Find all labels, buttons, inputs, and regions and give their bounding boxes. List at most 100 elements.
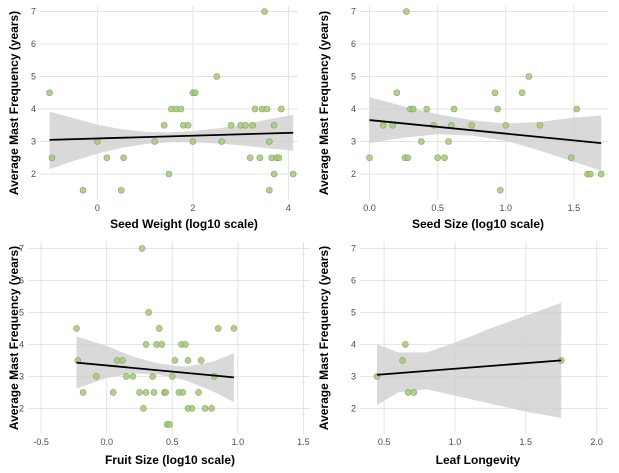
data-point (145, 309, 152, 316)
data-point (160, 121, 168, 129)
data-point (379, 121, 387, 129)
data-point (117, 186, 125, 194)
trend-line (76, 361, 235, 379)
data-point (213, 73, 221, 80)
data-point (289, 170, 297, 178)
data-point (277, 105, 285, 113)
panel-seed-size: 2 3 4 5 6 7 0.0 0.5 1.0 1.5 Seed Size (log10 scal… (317, 5, 608, 231)
data-point (270, 170, 278, 178)
data-point (266, 186, 273, 194)
y-tick-label: 5 (31, 72, 36, 82)
data-point (138, 245, 146, 252)
plot-area: 2 3 4 5 6 7 0.0 0.5 1.0 1.5 (351, 5, 608, 213)
data-point (79, 389, 87, 396)
data-point (109, 389, 117, 396)
data-point (393, 89, 401, 97)
confidence-ribbon (49, 111, 294, 170)
data-point (165, 170, 173, 178)
y-tick-label: 5 (19, 307, 24, 317)
data-point (197, 357, 205, 364)
data-point (195, 389, 202, 396)
data-point (256, 154, 264, 162)
data-point (418, 138, 425, 145)
x-tick-label: 0.5 (431, 203, 444, 213)
data-point (168, 373, 176, 380)
data-point (166, 421, 173, 428)
x-tick-label: 1.5 (520, 437, 533, 447)
data-point (494, 105, 501, 113)
x-tick-label: 0.0 (363, 203, 376, 213)
y-tick-label: 2 (351, 403, 356, 413)
data-point (266, 138, 273, 145)
data-point (191, 89, 199, 97)
y-tick-label: 7 (31, 7, 36, 17)
panel-leaf-longevity: 2 3 4 5 6 7 0.5 1.0 1.5 2.0 Leaf Longevity Averag… (317, 242, 608, 467)
y-axis-title: Average Mast Frequency (years) (7, 246, 21, 430)
x-tick-label: 1.0 (500, 203, 513, 213)
x-tick-label: 2 (190, 203, 195, 213)
data-point (525, 73, 533, 80)
data-point (155, 325, 163, 332)
data-point (92, 373, 100, 380)
x-axis-title: Leaf Longevity (436, 453, 521, 467)
data-point (48, 154, 56, 162)
data-point (403, 8, 410, 15)
y-tick-label: 6 (19, 275, 24, 285)
x-tick-label: 0 (95, 203, 100, 213)
data-point (142, 341, 150, 348)
data-point (261, 8, 268, 15)
data-point (246, 154, 254, 162)
x-tick-label: 1.5 (297, 437, 310, 447)
data-point (73, 325, 80, 332)
y-tick-label: 7 (19, 243, 24, 253)
y-tick-label: 6 (351, 275, 356, 285)
y-tick-label: 5 (351, 72, 356, 82)
data-point (251, 105, 259, 113)
data-point (536, 121, 544, 129)
x-tick-label: 1.0 (232, 437, 245, 447)
data-point (120, 154, 127, 162)
y-tick-label: 3 (19, 371, 24, 381)
data-point (586, 170, 594, 178)
data-point (123, 373, 130, 380)
y-tick-label: 7 (351, 7, 356, 17)
data-point (366, 154, 373, 162)
trend-line (49, 131, 294, 141)
x-tick-label: 1.5 (568, 203, 581, 213)
y-tick-label: 3 (31, 137, 36, 147)
data-point (79, 186, 87, 194)
data-point (136, 389, 143, 396)
data-point (188, 405, 196, 412)
data-point (270, 121, 278, 129)
data-point (450, 105, 458, 113)
y-tick-label: 2 (19, 403, 24, 413)
data-point (410, 389, 418, 396)
data-point (399, 357, 406, 364)
data-point (150, 389, 158, 396)
data-point (182, 341, 189, 348)
data-point (409, 105, 417, 113)
data-point (491, 89, 499, 97)
plot-area: 2 3 4 5 6 7 0 2 4 (31, 5, 298, 213)
x-axis-title: Seed Weight (log10 scale) (110, 217, 258, 231)
data-point (230, 325, 238, 332)
data-point (184, 121, 192, 129)
data-point (404, 389, 412, 396)
data-point (184, 357, 192, 364)
data-point (162, 389, 170, 396)
plot-area: 2 3 4 5 6 7 0.5 1.0 1.5 2.0 (351, 242, 608, 447)
data-point (46, 89, 53, 97)
data-point (218, 138, 225, 145)
x-tick-label: 0.5 (378, 437, 391, 447)
panel-seed-weight: 2 3 4 5 6 7 0 2 4 Seed Weight (log10 scale) Aver… (7, 5, 298, 231)
panel-fruit-size: 2 3 4 5 6 7 -0.5 0.0 0.5 1.0 1.5 Fruit Size (log10… (7, 242, 310, 467)
data-point (445, 138, 452, 145)
y-tick-label: 2 (351, 169, 356, 179)
data-point (402, 341, 409, 348)
y-tick-label: 3 (351, 371, 356, 381)
y-tick-label: 6 (351, 39, 356, 49)
x-tick-label: 4 (286, 203, 291, 213)
data-point (518, 89, 526, 97)
plot-area: 2 3 4 5 6 7 -0.5 0.0 0.5 1.0 1.5 (19, 242, 310, 447)
